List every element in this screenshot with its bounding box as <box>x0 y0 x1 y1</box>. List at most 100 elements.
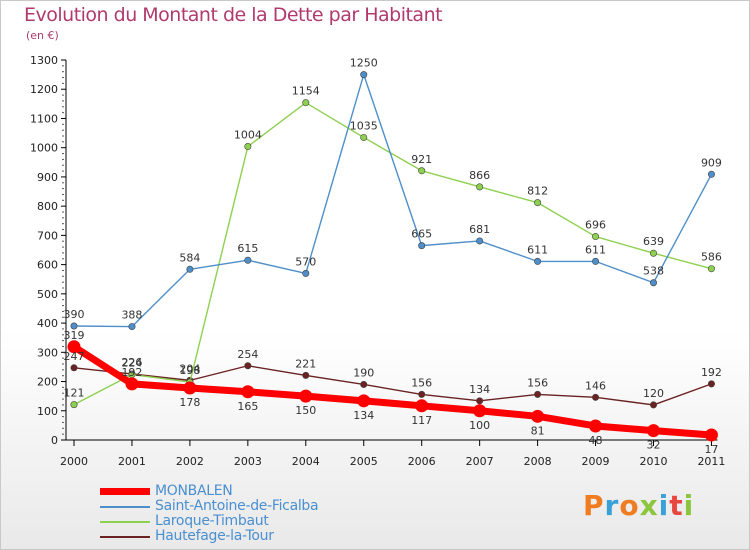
data-label: 909 <box>701 156 722 169</box>
legend-item: MONBALEN <box>100 483 400 499</box>
data-label: 866 <box>469 169 490 182</box>
legend-swatch <box>100 488 150 495</box>
data-point <box>649 401 657 409</box>
data-point <box>360 133 368 141</box>
chart-title: Evolution du Montant de la Dette par Hab… <box>24 4 443 26</box>
data-point <box>67 340 81 354</box>
x-tick-label: 2004 <box>292 455 320 468</box>
y-tick-label: 100 <box>37 405 58 418</box>
legend-swatch <box>100 506 150 508</box>
data-label: 1004 <box>234 129 262 142</box>
legend-label: Hautefage-la-Tour <box>155 528 274 544</box>
data-point <box>707 380 715 388</box>
data-label: 150 <box>295 404 316 417</box>
data-point <box>476 237 484 245</box>
data-point <box>649 249 657 257</box>
x-tick-label: 2000 <box>60 455 88 468</box>
data-label: 178 <box>179 396 200 409</box>
data-label: 254 <box>237 348 258 361</box>
data-label: 134 <box>469 383 490 396</box>
data-label: 388 <box>121 309 142 322</box>
data-point <box>302 269 310 277</box>
data-point <box>418 390 426 398</box>
data-point <box>128 323 136 331</box>
logo-letter: i <box>683 489 695 522</box>
series-line <box>73 365 713 406</box>
y-tick-label: 400 <box>37 317 58 330</box>
data-label: 319 <box>64 329 85 342</box>
legend-item: Saint-Antoine-de-Ficalba <box>100 498 400 514</box>
y-tick-label: 1200 <box>30 83 58 96</box>
series-line <box>73 101 713 406</box>
data-point <box>418 167 426 175</box>
y-tick-label: 700 <box>37 229 58 242</box>
data-label: 570 <box>295 255 316 268</box>
data-point <box>707 265 715 273</box>
data-point <box>418 242 426 250</box>
data-label: 156 <box>527 376 548 389</box>
logo-letter: P <box>583 489 605 522</box>
data-point <box>534 257 542 265</box>
data-point <box>589 419 603 433</box>
data-label: 146 <box>585 379 606 392</box>
legend: MONBALEN Saint-Antoine-de-Ficalba Laroqu… <box>100 483 400 544</box>
x-tick-label: 2008 <box>524 455 552 468</box>
data-label: 198 <box>179 364 200 377</box>
logo-letter: t <box>669 489 684 522</box>
x-tick-label: 2005 <box>350 455 378 468</box>
data-label: 615 <box>237 242 258 255</box>
data-label: 1035 <box>350 119 378 132</box>
data-point <box>649 279 657 287</box>
data-point <box>534 390 542 398</box>
data-point <box>70 364 78 372</box>
data-label: 611 <box>585 243 606 256</box>
data-label: 921 <box>411 153 432 166</box>
data-label: 584 <box>179 251 200 264</box>
data-label: 681 <box>469 223 490 236</box>
x-tick-label: 2002 <box>176 455 204 468</box>
data-point <box>244 362 252 370</box>
data-point <box>244 256 252 264</box>
data-label: 17 <box>704 443 718 456</box>
y-tick-label: 800 <box>37 200 58 213</box>
data-label: 696 <box>585 219 606 232</box>
y-tick-label: 900 <box>37 171 58 184</box>
data-point <box>476 183 484 191</box>
legend-label: Laroque-Timbaut <box>155 513 269 529</box>
proxiti-logo: Proxiti <box>583 489 694 522</box>
x-tick-label: 2006 <box>408 455 436 468</box>
data-point <box>592 233 600 241</box>
data-label: 538 <box>643 265 664 278</box>
y-tick-label: 300 <box>37 346 58 359</box>
data-label: 221 <box>295 357 316 370</box>
data-label: 247 <box>64 350 85 363</box>
legend-swatch <box>100 521 150 523</box>
data-point <box>357 394 371 408</box>
x-tick-label: 2010 <box>640 455 668 468</box>
data-label: 32 <box>647 439 661 452</box>
data-point <box>360 71 368 79</box>
data-label: 121 <box>64 387 85 400</box>
legend-item: Hautefage-la-Tour <box>100 528 400 544</box>
legend-label: Saint-Antoine-de-Ficalba <box>155 498 319 514</box>
x-tick-label: 2007 <box>466 455 494 468</box>
y-tick-label: 500 <box>37 288 58 301</box>
series-line <box>73 73 713 328</box>
data-label: 100 <box>469 419 490 432</box>
data-point <box>70 401 78 409</box>
data-point <box>360 380 368 388</box>
data-point <box>534 199 542 207</box>
x-tick-label: 2001 <box>118 455 146 468</box>
data-label: 134 <box>353 409 374 422</box>
y-tick-label: 600 <box>37 259 58 272</box>
data-point <box>183 381 197 395</box>
data-label: 192 <box>121 366 142 379</box>
data-label: 190 <box>353 366 374 379</box>
data-point <box>592 393 600 401</box>
data-label: 611 <box>527 243 548 256</box>
data-label: 665 <box>411 228 432 241</box>
data-label: 586 <box>701 251 722 264</box>
data-label: 48 <box>589 434 603 447</box>
data-point <box>707 170 715 178</box>
data-point <box>70 322 78 330</box>
